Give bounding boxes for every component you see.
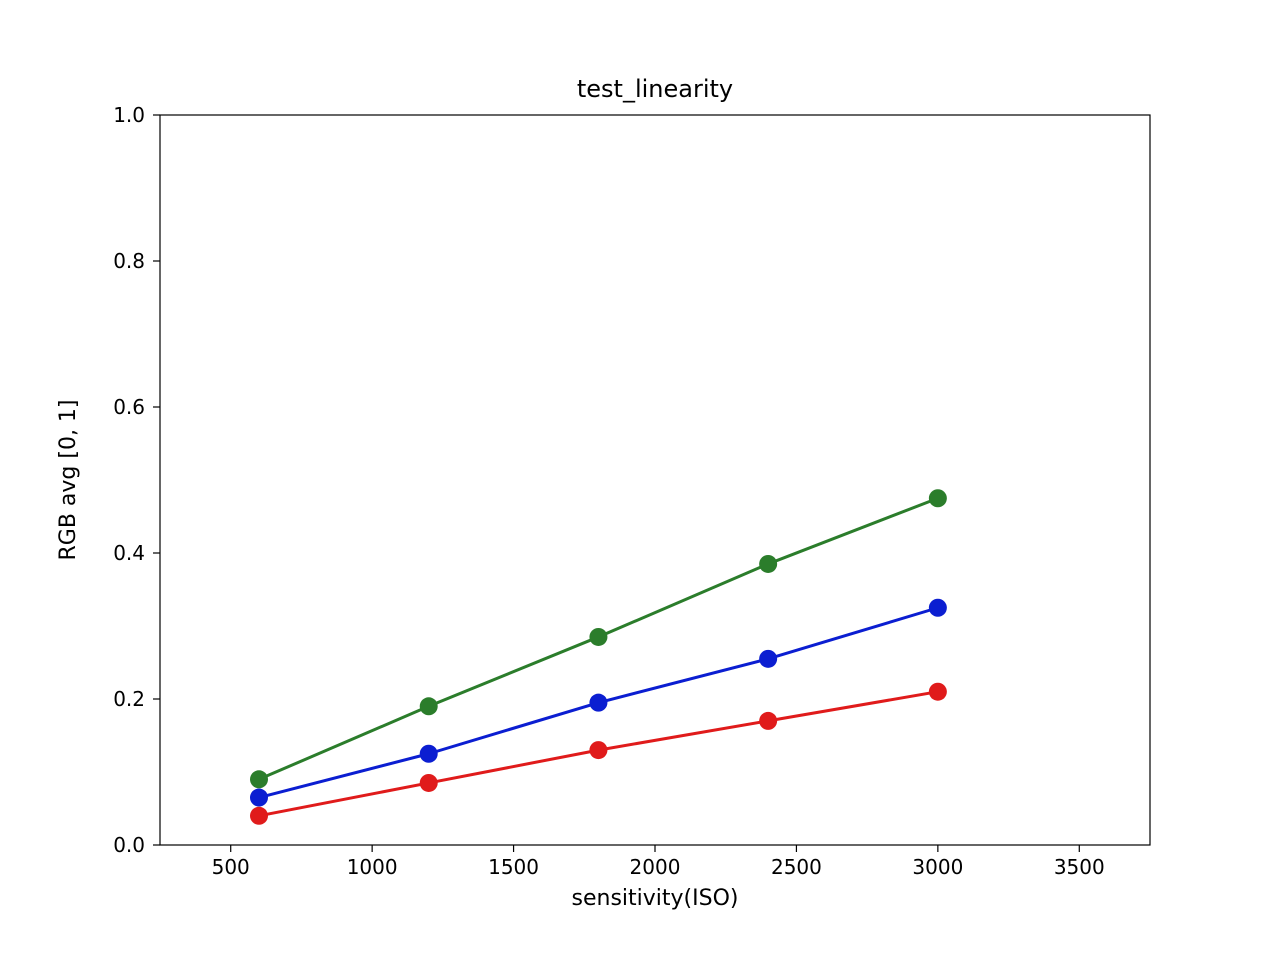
series-marker-blue (759, 650, 777, 668)
series-marker-green (929, 489, 947, 507)
series-marker-blue (929, 599, 947, 617)
series-marker-blue (250, 789, 268, 807)
chart-svg: 500 1000 1500 2000 2500 3000 3500 0.0 0.2 0.4 0.6 0… (0, 0, 1270, 954)
x-axis-label: sensitivity(ISO) (572, 886, 739, 911)
x-tick-label: 2000 (630, 855, 681, 879)
y-axis-label: RGB avg [0, 1] (56, 399, 81, 560)
series-marker-green (420, 697, 438, 715)
y-tick-label: 1.0 (113, 103, 145, 127)
y-tick-label: 0.8 (113, 249, 145, 273)
x-tick-label: 500 (212, 855, 250, 879)
x-tick-label: 1000 (347, 855, 398, 879)
series-marker-red (759, 712, 777, 730)
y-tick-label: 0.0 (113, 833, 145, 857)
plot-area (160, 115, 1150, 845)
y-tick-label: 0.6 (113, 395, 145, 419)
series-marker-green (589, 628, 607, 646)
x-tick-label: 2500 (771, 855, 822, 879)
series-marker-blue (420, 745, 438, 763)
series-marker-green (759, 555, 777, 573)
series-marker-blue (589, 694, 607, 712)
series-marker-red (420, 774, 438, 792)
x-tick-label: 3500 (1054, 855, 1105, 879)
series-marker-red (929, 683, 947, 701)
y-tick-label: 0.2 (113, 687, 145, 711)
series-marker-red (250, 807, 268, 825)
series-marker-red (589, 741, 607, 759)
x-tick-label: 1500 (488, 855, 539, 879)
line-chart: 500 1000 1500 2000 2500 3000 3500 0.0 0.2 0.4 0.6 0… (0, 0, 1270, 954)
chart-title: test_linearity (577, 75, 733, 103)
y-tick-label: 0.4 (113, 541, 145, 565)
x-tick-label: 3000 (912, 855, 963, 879)
series-marker-green (250, 770, 268, 788)
